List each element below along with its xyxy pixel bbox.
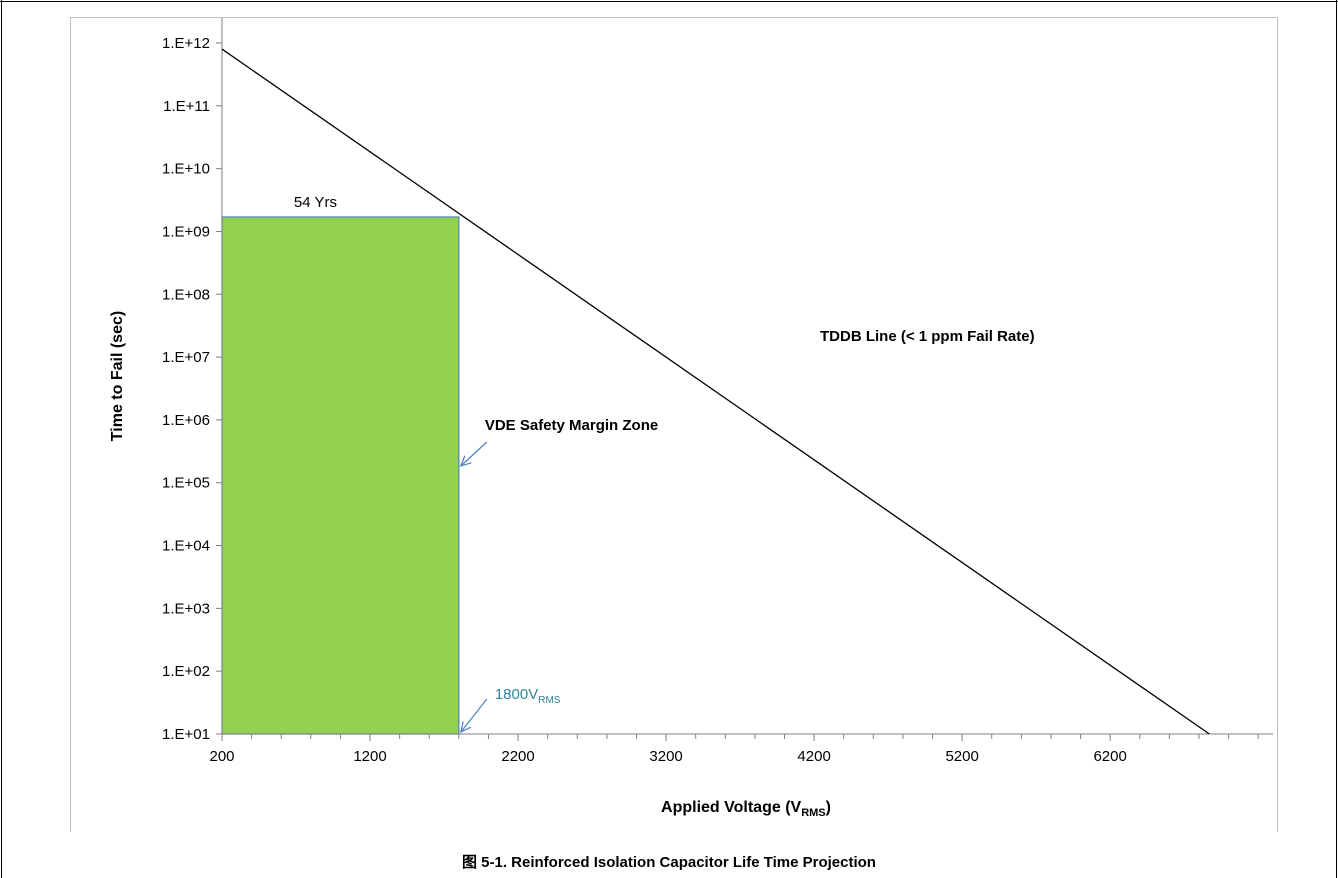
y-tick-label: 1.E+04 xyxy=(162,538,210,555)
x-tick-label: 6200 xyxy=(1093,748,1126,765)
y-tick-label: 1.E+08 xyxy=(162,286,210,303)
y-tick-label: 1.E+09 xyxy=(162,223,210,240)
voltage-annotation-subscript: RMS xyxy=(538,695,561,706)
y-tick-label: 1.E+05 xyxy=(162,475,210,492)
y-tick-label: 1.E+03 xyxy=(162,600,210,617)
tddb-series-line xyxy=(221,48,1210,735)
annotation-layer: 54 Yrs VDE Safety Margin Zone 1800VRMS TDDB… xyxy=(294,194,1035,734)
x-tick-label: 3200 xyxy=(649,748,682,765)
y-tick-label: 1.E+11 xyxy=(163,98,210,115)
y-axis-title: Time to Fail (sec) xyxy=(109,311,126,441)
y-tick-label: 1.E+01 xyxy=(162,726,210,743)
x-tick-label: 5200 xyxy=(945,748,978,765)
x-axis-title-suffix: ) xyxy=(826,799,831,816)
zone-arrow xyxy=(459,441,488,467)
x-axis-title-main: Applied Voltage (V xyxy=(661,799,801,816)
y-tick-label: 1.E+06 xyxy=(162,412,210,429)
voltage-arrow-head xyxy=(459,721,471,734)
voltage-annotation-label: 1800VRMS xyxy=(495,686,561,706)
zone-arrow-head xyxy=(459,455,472,467)
x-axis-title-subscript: RMS xyxy=(801,807,825,819)
safety-margin-zone-rect xyxy=(221,216,460,735)
safety-margin-zone-layer xyxy=(221,216,460,735)
y-tick-label: 1.E+10 xyxy=(162,161,210,178)
x-tick-label: 2200 xyxy=(501,748,534,765)
y-tick-label: 1.E+07 xyxy=(162,349,210,366)
zone-name-label: VDE Safety Margin Zone xyxy=(485,417,658,434)
figure-caption: 图 5-1. Reinforced Isolation Capacitor Li… xyxy=(462,854,876,871)
voltage-annotation-value: 1800V xyxy=(495,686,538,703)
x-tick-label: 4200 xyxy=(797,748,830,765)
series-layer xyxy=(221,48,1210,735)
y-tick-label: 1.E+02 xyxy=(162,663,210,680)
voltage-arrow-shaft xyxy=(460,698,488,733)
x-tick-label: 1200 xyxy=(353,748,386,765)
y-tick-label: 1.E+12 xyxy=(162,35,210,52)
x-tick-label: 200 xyxy=(209,748,234,765)
zone-duration-label: 54 Yrs xyxy=(294,194,337,211)
zone-arrow-shaft xyxy=(460,441,488,467)
axes-layer: 1.E+01 1.E+02 1.E+03 1.E+04 1.E+05 1.E+06 1.E+… xyxy=(162,18,1273,765)
x-axis-title: Applied Voltage (VRMS) xyxy=(661,799,831,819)
tddb-series-label: TDDB Line (< 1 ppm Fail Rate) xyxy=(820,328,1035,345)
voltage-arrow xyxy=(459,698,488,734)
